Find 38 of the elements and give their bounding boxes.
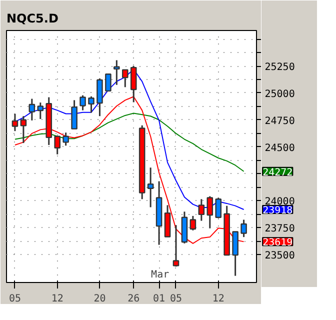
candlestick (28, 98, 36, 122)
candlestick (232, 231, 238, 277)
data-label: 24272 (262, 167, 293, 178)
candlestick (105, 74, 112, 92)
candlestick (164, 204, 171, 238)
x-tick-label: 05 (8, 294, 21, 304)
x-tick-label: 20 (94, 294, 106, 304)
candlestick (54, 136, 60, 156)
x-tick-label: 05 (170, 294, 182, 304)
candlestick (88, 96, 94, 114)
candlestick (122, 69, 128, 88)
candlestick (206, 195, 214, 230)
x-tick-label: 12 (51, 294, 64, 304)
candlestick (37, 102, 44, 120)
y-tick-label: 23750 (264, 224, 295, 235)
candlestick (71, 99, 78, 130)
candlestick (20, 115, 27, 144)
chart-title: NQC5.D (6, 12, 58, 26)
y-tick-label: 25250 (264, 62, 295, 74)
x-tick-label: 01 (153, 294, 166, 304)
candlestick (114, 59, 120, 86)
candlestick (96, 78, 103, 117)
y-tick-label: 25000 (264, 88, 295, 100)
candlestick (62, 132, 69, 146)
y-tick-label: 24750 (264, 116, 295, 127)
candlestick (240, 218, 247, 238)
candlestick (12, 112, 18, 132)
annotation: Mar (151, 270, 170, 280)
candlestick (147, 166, 154, 208)
y-tick-label: 23500 (264, 250, 295, 262)
x-tick-label: 12 (212, 294, 224, 304)
y-tick-label: 24500 (264, 142, 295, 154)
candlestick (80, 94, 86, 112)
line-series (14, 112, 244, 172)
candlestick (215, 196, 222, 219)
x-tick-label: 26 (128, 294, 140, 304)
candlestick (198, 198, 205, 222)
candlestick (190, 215, 196, 232)
